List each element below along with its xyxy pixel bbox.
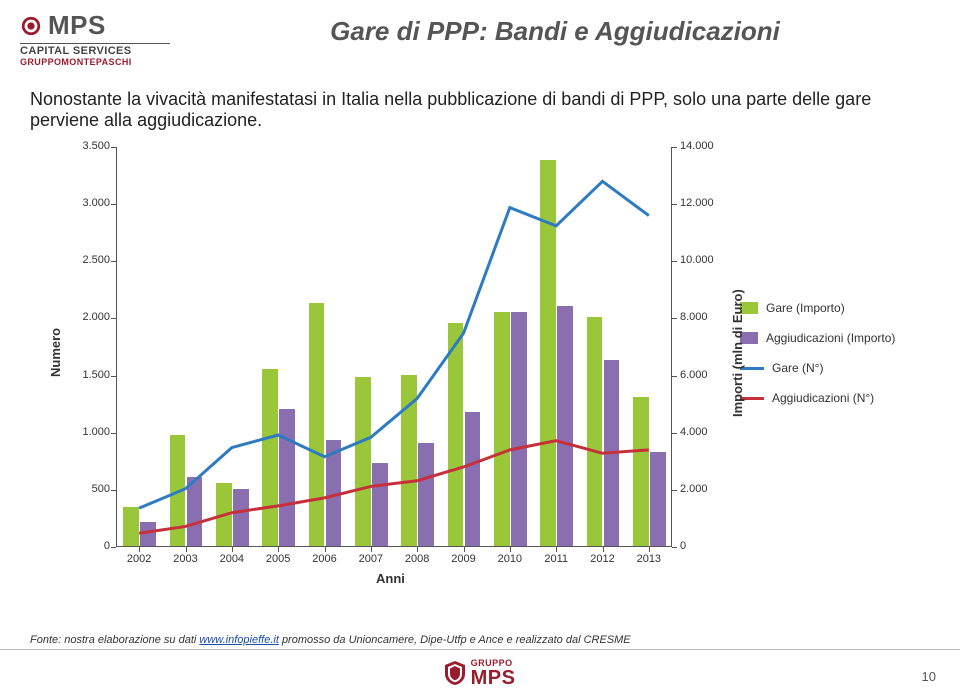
legend-item: Gare (Importo) — [740, 301, 895, 315]
y2-tick: 12.000 — [680, 197, 728, 209]
source-citation: Fonte: nostra elaborazione su dati www.i… — [30, 634, 631, 646]
bar-gare_importo — [401, 375, 417, 546]
x-tick: 2012 — [583, 553, 623, 565]
y2-tick: 8.000 — [680, 311, 728, 323]
mps-crest-icon — [20, 15, 42, 37]
source-suffix: promosso da Unioncamere, Dipe-Utfp e Anc… — [282, 634, 631, 646]
y1-tick: 2.500 — [70, 254, 110, 266]
bar-aggiudicazioni_importo — [233, 489, 249, 546]
logo-mps-text: MPS — [48, 10, 106, 41]
bar-aggiudicazioni_importo — [604, 360, 620, 546]
y1-tick: 1.500 — [70, 369, 110, 381]
plot-area — [116, 147, 672, 547]
bar-aggiudicazioni_importo — [187, 477, 203, 546]
y1-tick: 3.500 — [70, 140, 110, 152]
y1-tick: 2.000 — [70, 311, 110, 323]
legend-label: Gare (Importo) — [766, 301, 845, 315]
y1-tick: 3.000 — [70, 197, 110, 209]
chart-container: Gare (Importo) Aggiudicazioni (Importo) Ga… — [30, 141, 930, 591]
logo-capital-text: CAPITAL SERVICES — [20, 45, 170, 57]
gruppo-mps-logo: GRUPPO MPS — [445, 659, 516, 688]
bar-gare_importo — [633, 397, 649, 546]
x-tick: 2006 — [305, 553, 345, 565]
bar-aggiudicazioni_importo — [279, 409, 295, 546]
page-number: 10 — [922, 669, 936, 684]
y2-axis-label: Importi (mln di Euro) — [730, 289, 745, 417]
y2-tick: 4.000 — [680, 426, 728, 438]
bar-aggiudicazioni_importo — [418, 443, 434, 546]
bar-aggiudicazioni_importo — [326, 440, 342, 546]
x-tick: 2011 — [536, 553, 576, 565]
page-title: Gare di PPP: Bandi e Aggiudicazioni — [170, 10, 940, 47]
bar-gare_importo — [587, 317, 603, 546]
bar-gare_importo — [448, 323, 464, 546]
bar-gare_importo — [216, 483, 232, 546]
bar-gare_importo — [540, 160, 556, 546]
bar-aggiudicazioni_importo — [557, 306, 573, 546]
bar-aggiudicazioni_importo — [511, 312, 527, 546]
y2-tick: 0 — [680, 540, 728, 552]
source-prefix: Fonte: nostra elaborazione su dati — [30, 634, 199, 646]
bar-gare_importo — [355, 377, 371, 546]
x-axis-label: Anni — [376, 571, 405, 586]
legend-item: Aggiudicazioni (Importo) — [740, 331, 895, 345]
bar-aggiudicazioni_importo — [650, 452, 666, 546]
bar-gare_importo — [494, 312, 510, 546]
bar-gare_importo — [309, 303, 325, 546]
x-tick: 2003 — [166, 553, 206, 565]
y2-tick: 14.000 — [680, 140, 728, 152]
bar-aggiudicazioni_importo — [372, 463, 388, 546]
bar-gare_importo — [262, 369, 278, 546]
x-tick: 2009 — [444, 553, 484, 565]
footer: GRUPPO MPS — [0, 650, 960, 696]
y2-tick: 2.000 — [680, 483, 728, 495]
x-tick: 2010 — [490, 553, 530, 565]
bar-gare_importo — [170, 435, 186, 546]
x-tick: 2005 — [258, 553, 298, 565]
x-tick: 2013 — [629, 553, 669, 565]
y2-tick: 6.000 — [680, 369, 728, 381]
x-tick: 2002 — [119, 553, 159, 565]
source-link[interactable]: www.infopieffe.it — [199, 634, 278, 646]
bar-gare_importo — [123, 507, 139, 546]
body-paragraph: Nonostante la vivacità manifestatasi in … — [0, 67, 960, 137]
footer-mps-text: MPS — [471, 668, 516, 688]
y1-tick: 500 — [70, 483, 110, 495]
legend-label: Aggiudicazioni (N°) — [772, 391, 874, 405]
legend-item: Gare (N°) — [740, 361, 895, 375]
y2-tick: 10.000 — [680, 254, 728, 266]
legend: Gare (Importo) Aggiudicazioni (Importo) Ga… — [740, 301, 895, 405]
x-tick: 2008 — [397, 553, 437, 565]
logo-gruppo-text: GRUPPOMONTEPASCHI — [20, 57, 170, 67]
x-tick: 2007 — [351, 553, 391, 565]
y1-axis-label: Numero — [48, 328, 63, 377]
x-tick: 2004 — [212, 553, 252, 565]
header: MPS CAPITAL SERVICES GRUPPOMONTEPASCHI G… — [0, 0, 960, 67]
bar-aggiudicazioni_importo — [465, 412, 481, 546]
y1-tick: 1.000 — [70, 426, 110, 438]
bar-aggiudicazioni_importo — [140, 522, 156, 546]
mps-logo-block: MPS CAPITAL SERVICES GRUPPOMONTEPASCHI — [20, 10, 170, 67]
legend-label: Gare (N°) — [772, 361, 823, 375]
shield-icon — [445, 661, 465, 685]
legend-item: Aggiudicazioni (N°) — [740, 391, 895, 405]
legend-label: Aggiudicazioni (Importo) — [766, 331, 895, 345]
y1-tick: 0 — [70, 540, 110, 552]
